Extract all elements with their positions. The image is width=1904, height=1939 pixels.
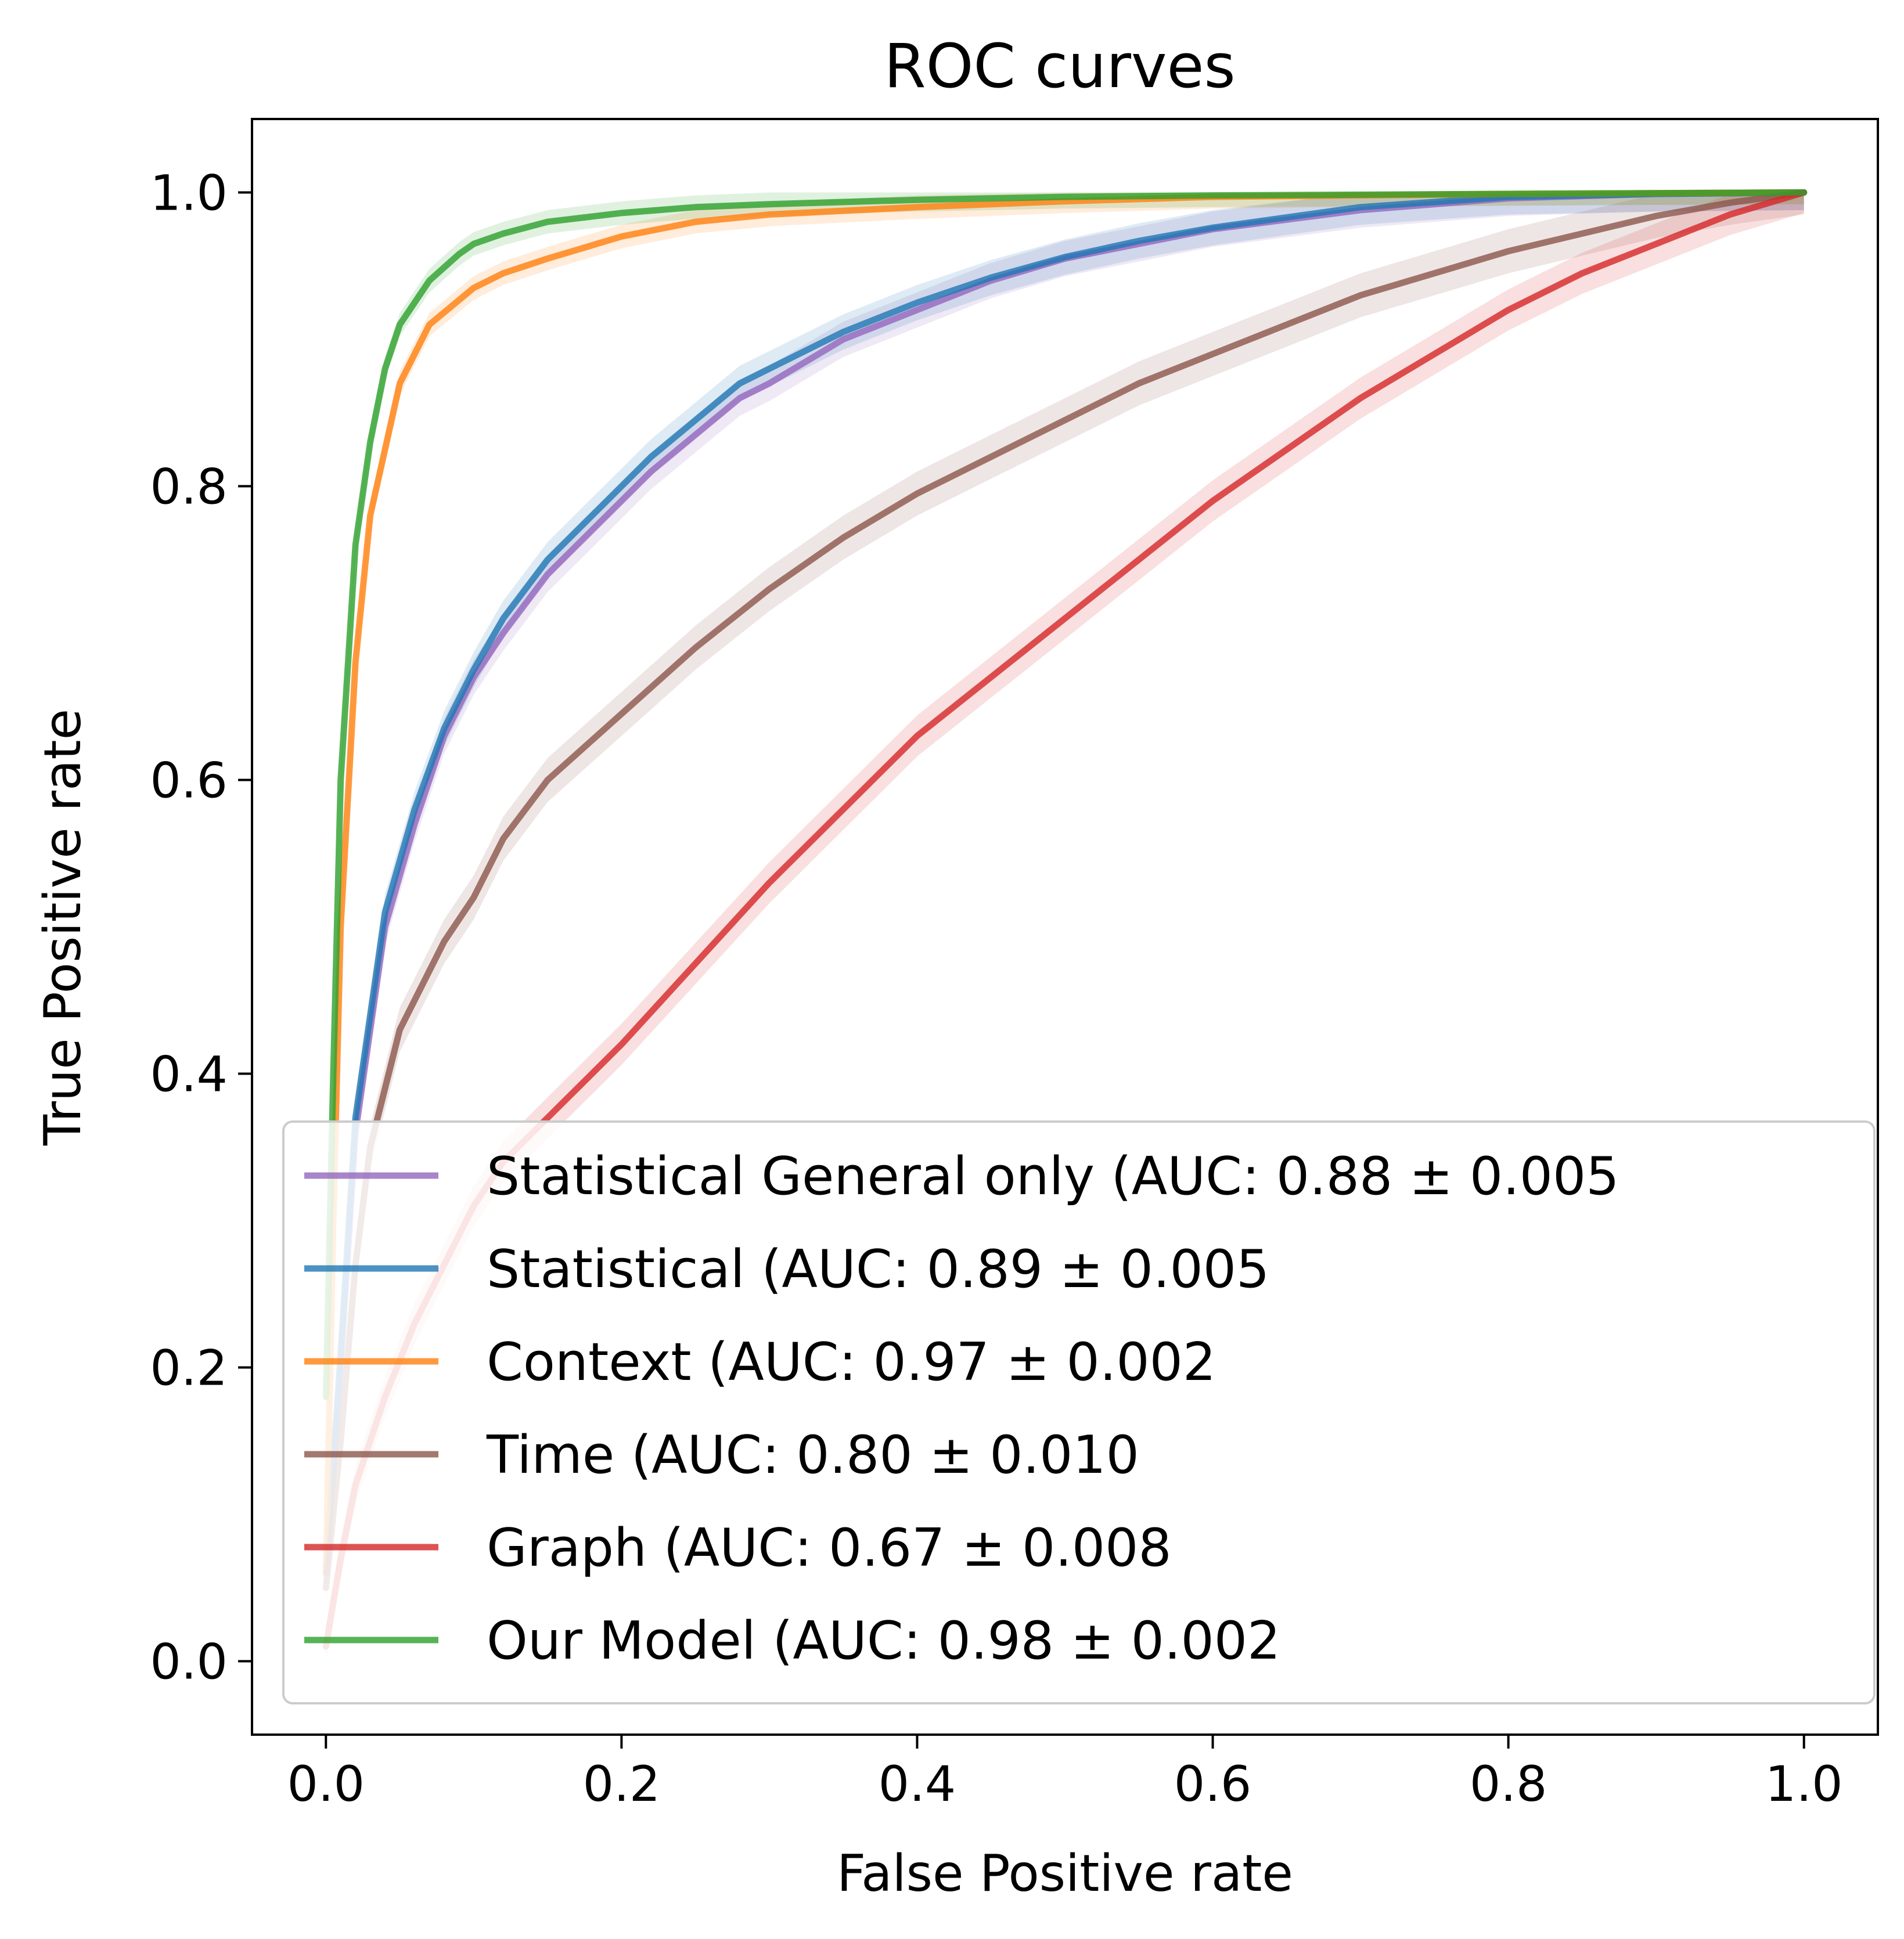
y-tick-label: 0.8 bbox=[150, 459, 228, 516]
y-tick-label: 0.2 bbox=[150, 1340, 228, 1397]
series-line bbox=[322, 189, 1808, 1577]
y-tick-label: 0.0 bbox=[150, 1634, 228, 1691]
x-tick-label: 0.6 bbox=[1174, 1756, 1252, 1812]
legend-entry-label: Time (AUC: 0.80 ± 0.010 bbox=[486, 1425, 1139, 1486]
series-lines bbox=[322, 189, 1808, 1650]
legend-entry-label: Graph (AUC: 0.67 ± 0.008 bbox=[487, 1518, 1172, 1578]
legend-frame bbox=[282, 1120, 1876, 1704]
x-axis-label: False Positive rate bbox=[837, 1844, 1293, 1903]
y-axis-label: True Positive rate bbox=[33, 709, 92, 1146]
legend-entry-label: Statistical (AUC: 0.89 ± 0.005 bbox=[487, 1239, 1269, 1300]
x-tick-label: 0.0 bbox=[287, 1756, 365, 1812]
y-tick-label: 1.0 bbox=[150, 165, 228, 222]
x-tick-label: 0.2 bbox=[583, 1756, 661, 1812]
series-line bbox=[322, 189, 1808, 1577]
legend-entry-label: Context (AUC: 0.97 ± 0.002 bbox=[487, 1332, 1216, 1393]
legend: Statistical General only (AUC: 0.88 ± 0.… bbox=[282, 1120, 1876, 1704]
plot-frame bbox=[251, 118, 1879, 1736]
x-tick-label: 0.8 bbox=[1470, 1756, 1547, 1812]
y-tick-label: 0.6 bbox=[150, 752, 228, 809]
axis-ticks: 0.0 0.2 0.4 0.6 0.8 1.0 0.0 0.2 0.4 0.6 0.8 1.0 bbox=[150, 165, 1842, 1813]
x-tick-label: 0.4 bbox=[879, 1756, 956, 1812]
series-line bbox=[322, 189, 1808, 1400]
y-tick-label: 0.4 bbox=[150, 1046, 228, 1103]
legend-entry-label: Our Model (AUC: 0.98 ± 0.002 bbox=[487, 1610, 1280, 1671]
series-line bbox=[322, 189, 1808, 1591]
x-tick-label: 1.0 bbox=[1765, 1756, 1843, 1812]
legend-entry-label: Statistical General only (AUC: 0.88 ± 0.… bbox=[487, 1146, 1619, 1207]
chart-title: ROC curves bbox=[884, 31, 1235, 102]
